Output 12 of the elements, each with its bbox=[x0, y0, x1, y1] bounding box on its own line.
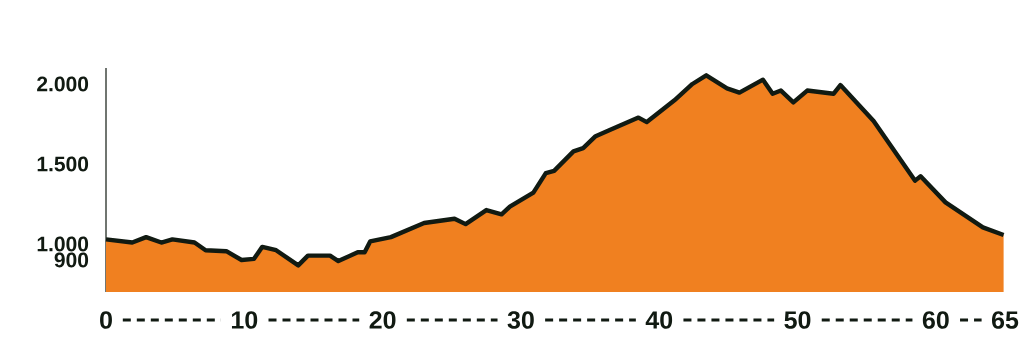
x-tick-label: 60 bbox=[922, 311, 949, 329]
y-tick-label: 1.000 bbox=[37, 236, 89, 252]
y-tick-label: 2.000 bbox=[37, 76, 89, 92]
x-tick-label: 30 bbox=[507, 311, 534, 329]
y-tick-label: 1.500 bbox=[37, 156, 89, 172]
x-tick-label: 50 bbox=[784, 311, 811, 329]
x-tick-label: 40 bbox=[645, 311, 673, 329]
x-tick-label: 65 bbox=[991, 311, 1019, 329]
x-tick-label: 0 bbox=[100, 311, 112, 329]
x-tick-label: 20 bbox=[369, 311, 396, 329]
y-tick-label: 900 bbox=[54, 252, 89, 268]
x-tick-label: 10 bbox=[231, 311, 258, 329]
